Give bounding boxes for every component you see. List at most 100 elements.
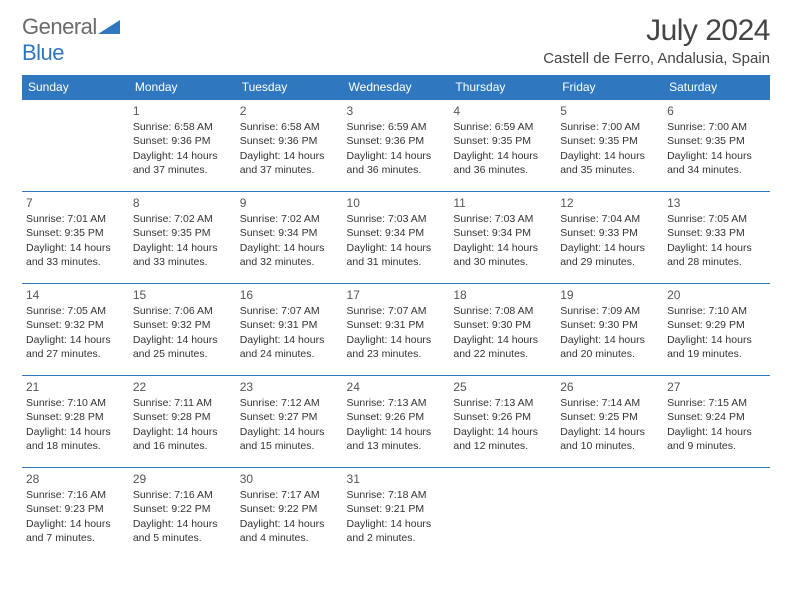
daylight-line: Daylight: 14 hours and 2 minutes.	[347, 517, 446, 545]
calendar-cell: 11Sunrise: 7:03 AMSunset: 9:34 PMDayligh…	[449, 192, 556, 284]
calendar-cell: 5Sunrise: 7:00 AMSunset: 9:35 PMDaylight…	[556, 100, 663, 192]
logo: General Blue	[22, 14, 120, 66]
calendar-cell: 9Sunrise: 7:02 AMSunset: 9:34 PMDaylight…	[236, 192, 343, 284]
calendar-cell: 20Sunrise: 7:10 AMSunset: 9:29 PMDayligh…	[663, 284, 770, 376]
calendar-cell: 13Sunrise: 7:05 AMSunset: 9:33 PMDayligh…	[663, 192, 770, 284]
day-number: 28	[26, 471, 125, 487]
day-header: Friday	[556, 75, 663, 100]
sunrise-line: Sunrise: 7:16 AM	[26, 488, 125, 502]
sunset-line: Sunset: 9:35 PM	[453, 134, 552, 148]
daylight-line: Daylight: 14 hours and 28 minutes.	[667, 241, 766, 269]
calendar-cell: 1Sunrise: 6:58 AMSunset: 9:36 PMDaylight…	[129, 100, 236, 192]
day-number: 19	[560, 287, 659, 303]
day-number: 10	[347, 195, 446, 211]
calendar-cell: 3Sunrise: 6:59 AMSunset: 9:36 PMDaylight…	[343, 100, 450, 192]
calendar-cell: 17Sunrise: 7:07 AMSunset: 9:31 PMDayligh…	[343, 284, 450, 376]
sunset-line: Sunset: 9:27 PM	[240, 410, 339, 424]
daylight-line: Daylight: 14 hours and 24 minutes.	[240, 333, 339, 361]
day-number: 30	[240, 471, 339, 487]
month-title: July 2024	[543, 14, 770, 48]
sunset-line: Sunset: 9:30 PM	[453, 318, 552, 332]
sunrise-line: Sunrise: 7:04 AM	[560, 212, 659, 226]
day-number: 26	[560, 379, 659, 395]
sunrise-line: Sunrise: 7:10 AM	[26, 396, 125, 410]
day-header: Saturday	[663, 75, 770, 100]
calendar-cell: 14Sunrise: 7:05 AMSunset: 9:32 PMDayligh…	[22, 284, 129, 376]
sunrise-line: Sunrise: 7:17 AM	[240, 488, 339, 502]
sunrise-line: Sunrise: 7:14 AM	[560, 396, 659, 410]
sunset-line: Sunset: 9:36 PM	[240, 134, 339, 148]
calendar-page: General Blue July 2024 Castell de Ferro,…	[0, 0, 792, 574]
sunset-line: Sunset: 9:29 PM	[667, 318, 766, 332]
table-row: 7Sunrise: 7:01 AMSunset: 9:35 PMDaylight…	[22, 192, 770, 284]
calendar-cell: 22Sunrise: 7:11 AMSunset: 9:28 PMDayligh…	[129, 376, 236, 468]
daylight-line: Daylight: 14 hours and 15 minutes.	[240, 425, 339, 453]
day-number: 6	[667, 103, 766, 119]
sunrise-line: Sunrise: 7:07 AM	[240, 304, 339, 318]
day-number: 3	[347, 103, 446, 119]
calendar-table: SundayMondayTuesdayWednesdayThursdayFrid…	[22, 75, 770, 560]
sunset-line: Sunset: 9:31 PM	[240, 318, 339, 332]
sunset-line: Sunset: 9:22 PM	[240, 502, 339, 516]
sunrise-line: Sunrise: 7:16 AM	[133, 488, 232, 502]
calendar-cell: 4Sunrise: 6:59 AMSunset: 9:35 PMDaylight…	[449, 100, 556, 192]
logo-text: General Blue	[22, 14, 120, 66]
day-number: 16	[240, 287, 339, 303]
sunrise-line: Sunrise: 7:03 AM	[453, 212, 552, 226]
calendar-cell: 23Sunrise: 7:12 AMSunset: 9:27 PMDayligh…	[236, 376, 343, 468]
calendar-cell: 19Sunrise: 7:09 AMSunset: 9:30 PMDayligh…	[556, 284, 663, 376]
sunrise-line: Sunrise: 7:06 AM	[133, 304, 232, 318]
logo-word-general: General	[22, 14, 97, 39]
header: General Blue July 2024 Castell de Ferro,…	[22, 14, 770, 67]
table-row: 1Sunrise: 6:58 AMSunset: 9:36 PMDaylight…	[22, 100, 770, 192]
day-number: 12	[560, 195, 659, 211]
calendar-cell: 10Sunrise: 7:03 AMSunset: 9:34 PMDayligh…	[343, 192, 450, 284]
day-header: Thursday	[449, 75, 556, 100]
daylight-line: Daylight: 14 hours and 33 minutes.	[26, 241, 125, 269]
sunset-line: Sunset: 9:32 PM	[26, 318, 125, 332]
sunrise-line: Sunrise: 7:05 AM	[26, 304, 125, 318]
daylight-line: Daylight: 14 hours and 5 minutes.	[133, 517, 232, 545]
sunrise-line: Sunrise: 7:05 AM	[667, 212, 766, 226]
calendar-cell: 26Sunrise: 7:14 AMSunset: 9:25 PMDayligh…	[556, 376, 663, 468]
day-header: Monday	[129, 75, 236, 100]
daylight-line: Daylight: 14 hours and 13 minutes.	[347, 425, 446, 453]
daylight-line: Daylight: 14 hours and 31 minutes.	[347, 241, 446, 269]
day-number: 14	[26, 287, 125, 303]
calendar-body: 1Sunrise: 6:58 AMSunset: 9:36 PMDaylight…	[22, 100, 770, 560]
sunrise-line: Sunrise: 7:00 AM	[667, 120, 766, 134]
sunrise-line: Sunrise: 7:11 AM	[133, 396, 232, 410]
sunset-line: Sunset: 9:36 PM	[133, 134, 232, 148]
daylight-line: Daylight: 14 hours and 20 minutes.	[560, 333, 659, 361]
table-row: 21Sunrise: 7:10 AMSunset: 9:28 PMDayligh…	[22, 376, 770, 468]
daylight-line: Daylight: 14 hours and 27 minutes.	[26, 333, 125, 361]
location-label: Castell de Ferro, Andalusia, Spain	[543, 50, 770, 67]
calendar-cell: 27Sunrise: 7:15 AMSunset: 9:24 PMDayligh…	[663, 376, 770, 468]
sunrise-line: Sunrise: 7:07 AM	[347, 304, 446, 318]
table-row: 14Sunrise: 7:05 AMSunset: 9:32 PMDayligh…	[22, 284, 770, 376]
daylight-line: Daylight: 14 hours and 30 minutes.	[453, 241, 552, 269]
sunset-line: Sunset: 9:31 PM	[347, 318, 446, 332]
day-number: 20	[667, 287, 766, 303]
calendar-cell: 31Sunrise: 7:18 AMSunset: 9:21 PMDayligh…	[343, 468, 450, 560]
sunset-line: Sunset: 9:26 PM	[347, 410, 446, 424]
sunset-line: Sunset: 9:35 PM	[667, 134, 766, 148]
daylight-line: Daylight: 14 hours and 19 minutes.	[667, 333, 766, 361]
daylight-line: Daylight: 14 hours and 22 minutes.	[453, 333, 552, 361]
daylight-line: Daylight: 14 hours and 37 minutes.	[133, 149, 232, 177]
sunset-line: Sunset: 9:35 PM	[133, 226, 232, 240]
sunrise-line: Sunrise: 7:13 AM	[347, 396, 446, 410]
sunset-line: Sunset: 9:34 PM	[240, 226, 339, 240]
sunset-line: Sunset: 9:25 PM	[560, 410, 659, 424]
calendar-cell: 2Sunrise: 6:58 AMSunset: 9:36 PMDaylight…	[236, 100, 343, 192]
day-number: 18	[453, 287, 552, 303]
daylight-line: Daylight: 14 hours and 33 minutes.	[133, 241, 232, 269]
calendar-cell	[449, 468, 556, 560]
sunset-line: Sunset: 9:35 PM	[26, 226, 125, 240]
sunrise-line: Sunrise: 6:59 AM	[347, 120, 446, 134]
day-header: Sunday	[22, 75, 129, 100]
daylight-line: Daylight: 14 hours and 25 minutes.	[133, 333, 232, 361]
day-number: 1	[133, 103, 232, 119]
title-block: July 2024 Castell de Ferro, Andalusia, S…	[543, 14, 770, 67]
day-number: 24	[347, 379, 446, 395]
